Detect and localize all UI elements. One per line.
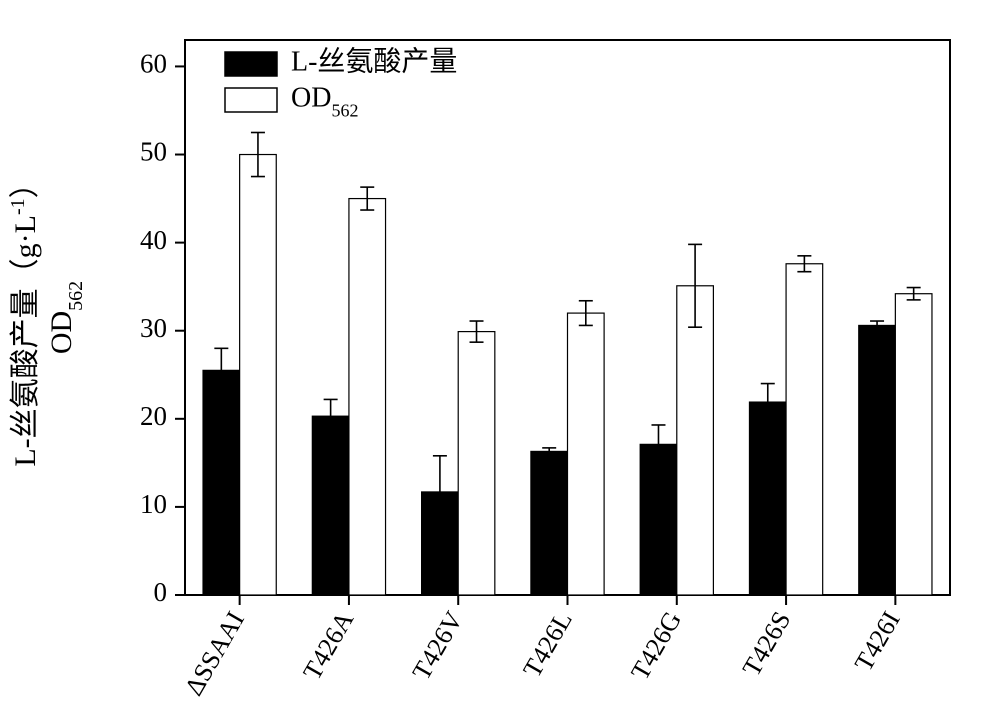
bar-chart: 0102030405060ΔSSAAIT426AT426VT426LT426GT…	[0, 0, 1000, 722]
y-tick-label: 60	[140, 49, 167, 79]
y-tick-label: 40	[140, 225, 167, 255]
bar-serine	[531, 451, 568, 595]
bar-od562	[568, 313, 605, 595]
legend-label: L-丝氨酸产量	[291, 46, 457, 78]
bar-serine	[203, 370, 240, 595]
y-tick-label: 30	[140, 313, 167, 343]
legend-swatch	[225, 52, 277, 76]
bar-od562	[458, 332, 495, 595]
y-tick-label: 10	[140, 489, 167, 519]
bar-serine	[312, 416, 349, 595]
chart-container: 0102030405060ΔSSAAIT426AT426VT426LT426GT…	[0, 0, 1000, 722]
y-tick-label: 0	[154, 577, 168, 607]
bar-od562	[677, 286, 714, 595]
bar-od562	[786, 264, 823, 595]
bar-serine	[640, 444, 677, 595]
bar-od562	[240, 155, 277, 595]
y-tick-label: 20	[140, 401, 167, 431]
bar-od562	[895, 294, 932, 595]
y-tick-label: 50	[140, 137, 167, 167]
bar-serine	[749, 402, 786, 595]
bar-serine	[859, 325, 896, 595]
legend-swatch	[225, 88, 277, 112]
chart-bg	[0, 0, 1000, 722]
bar-od562	[349, 199, 386, 595]
